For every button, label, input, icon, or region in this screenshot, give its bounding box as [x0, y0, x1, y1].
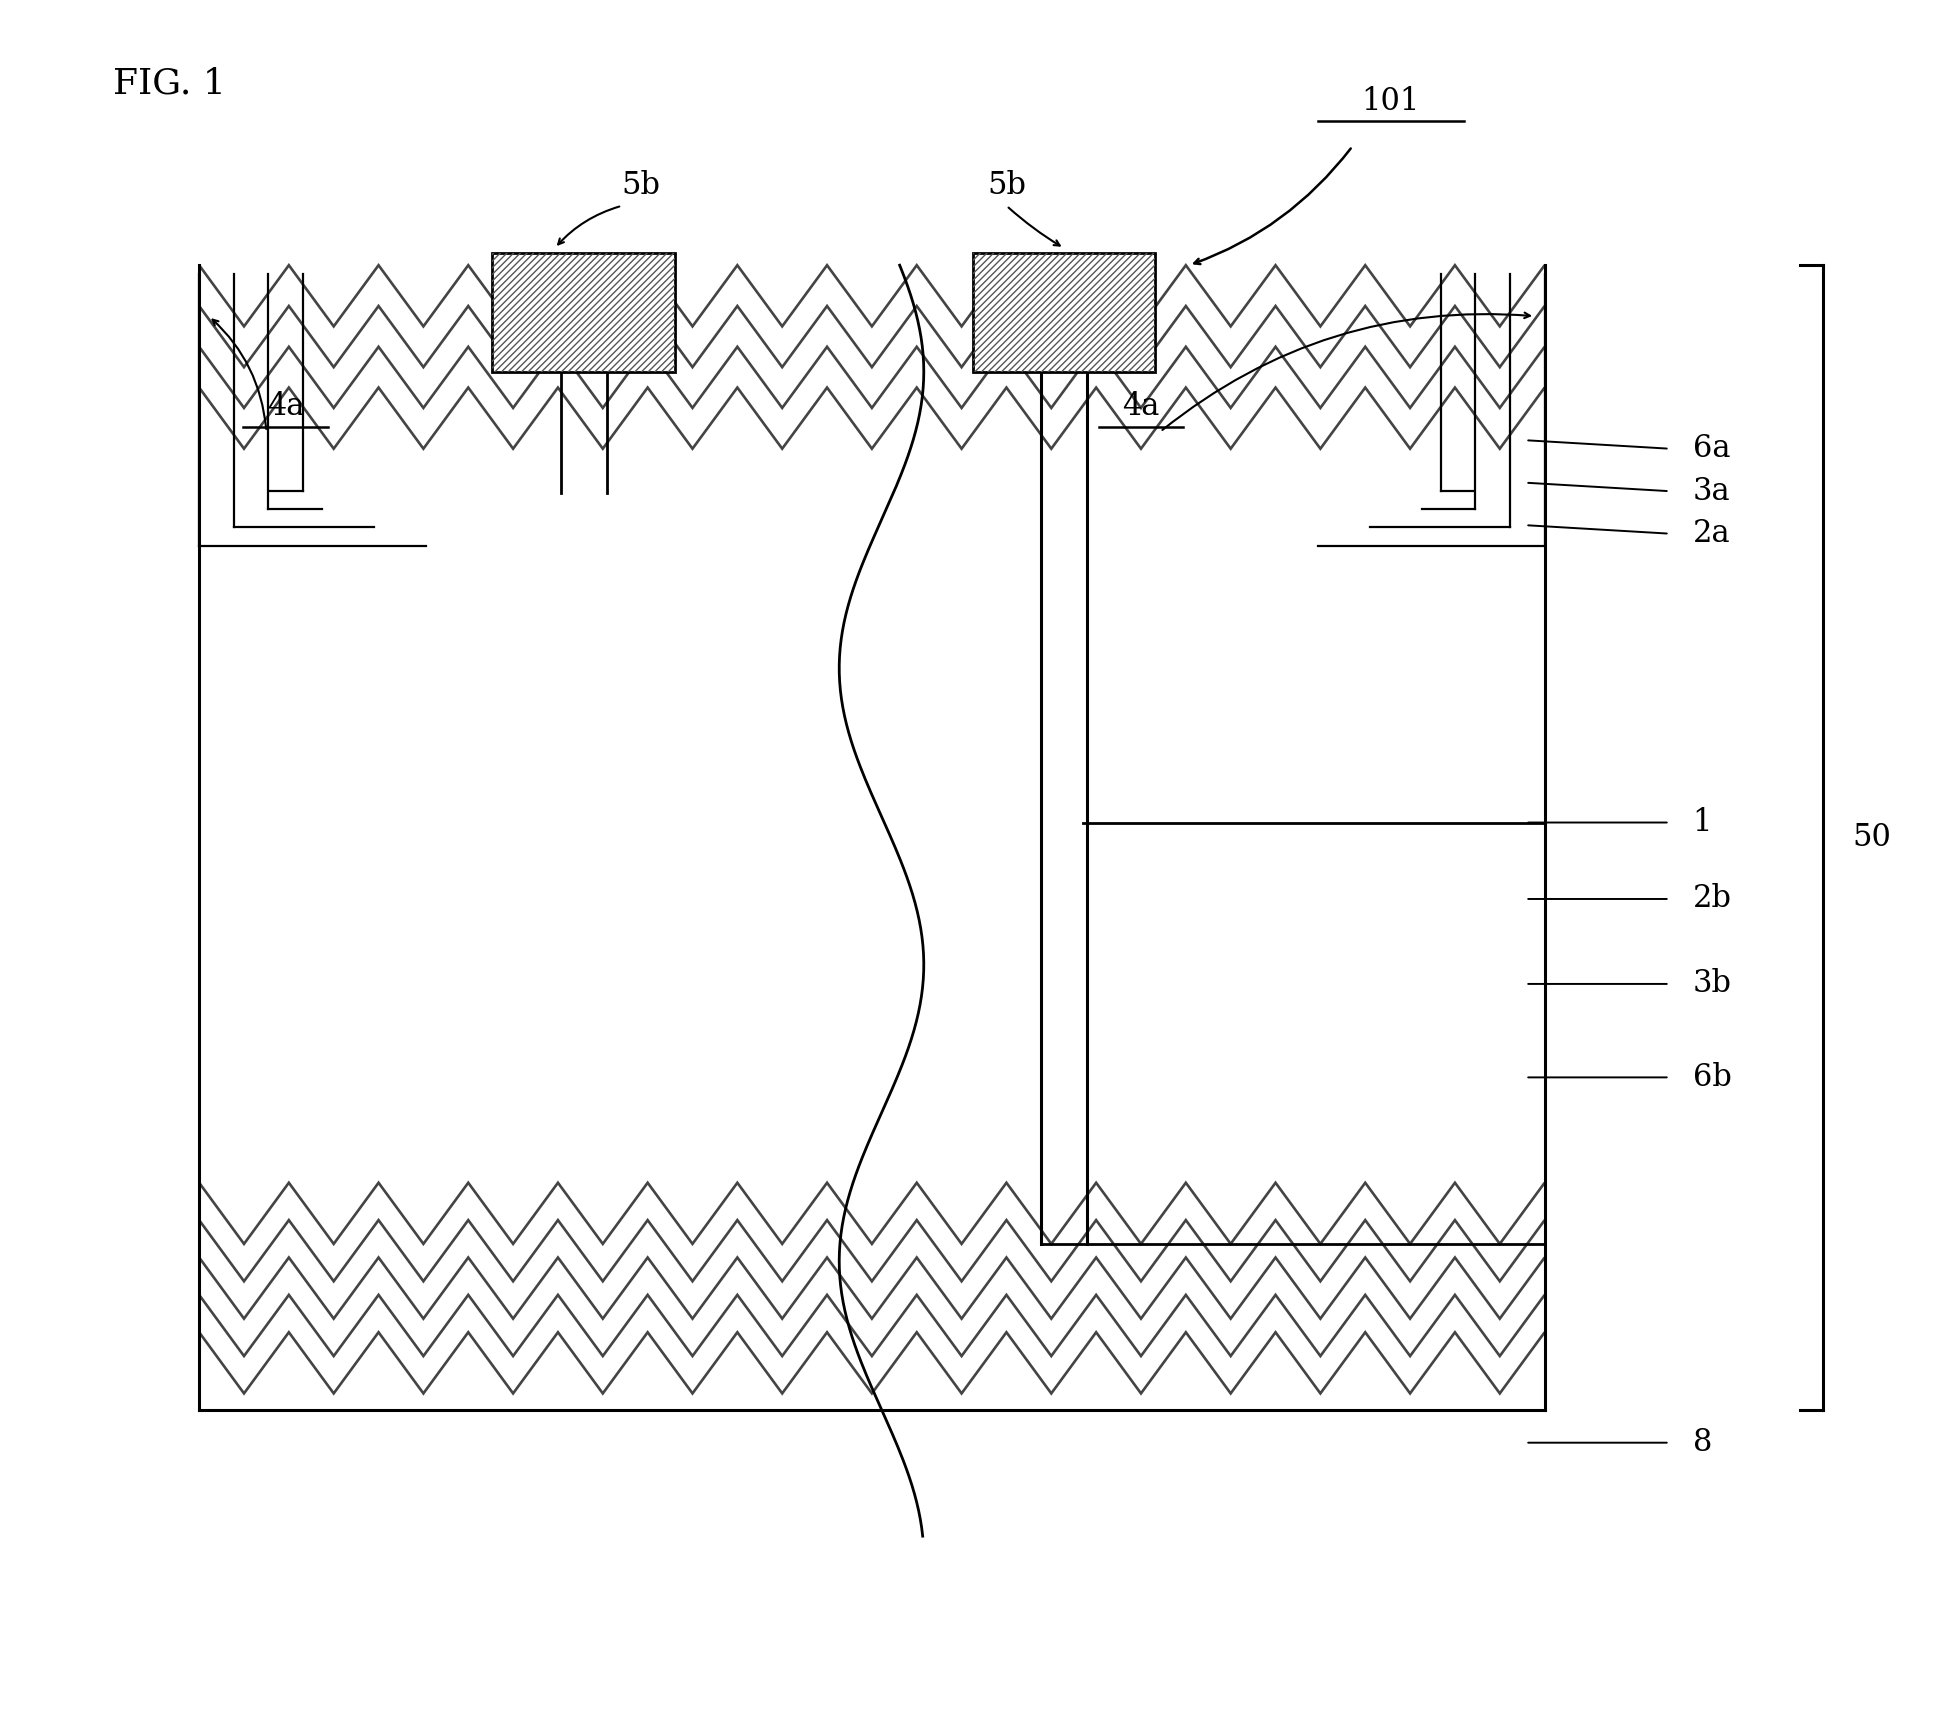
Bar: [972, 254, 1156, 372]
Text: 101: 101: [1361, 86, 1419, 118]
Text: 3b: 3b: [1692, 968, 1731, 999]
Text: 2a: 2a: [1692, 517, 1731, 550]
Bar: [492, 254, 676, 372]
Text: FIG. 1: FIG. 1: [112, 67, 225, 101]
Bar: [492, 254, 676, 372]
Text: 3a: 3a: [1692, 476, 1731, 507]
Text: 5b: 5b: [621, 170, 660, 200]
Text: 50: 50: [1853, 822, 1891, 853]
Text: 6a: 6a: [1692, 433, 1731, 464]
Text: 4a: 4a: [267, 391, 304, 421]
Text: 4a: 4a: [1123, 391, 1160, 421]
Text: 7: 7: [592, 284, 612, 315]
Text: 5b: 5b: [987, 170, 1026, 200]
Bar: [972, 254, 1156, 372]
Text: 8: 8: [1692, 1427, 1711, 1458]
Text: 1: 1: [1692, 807, 1711, 838]
Text: 2b: 2b: [1692, 884, 1731, 915]
Text: 7: 7: [1084, 301, 1104, 332]
Text: 6b: 6b: [1692, 1062, 1731, 1093]
